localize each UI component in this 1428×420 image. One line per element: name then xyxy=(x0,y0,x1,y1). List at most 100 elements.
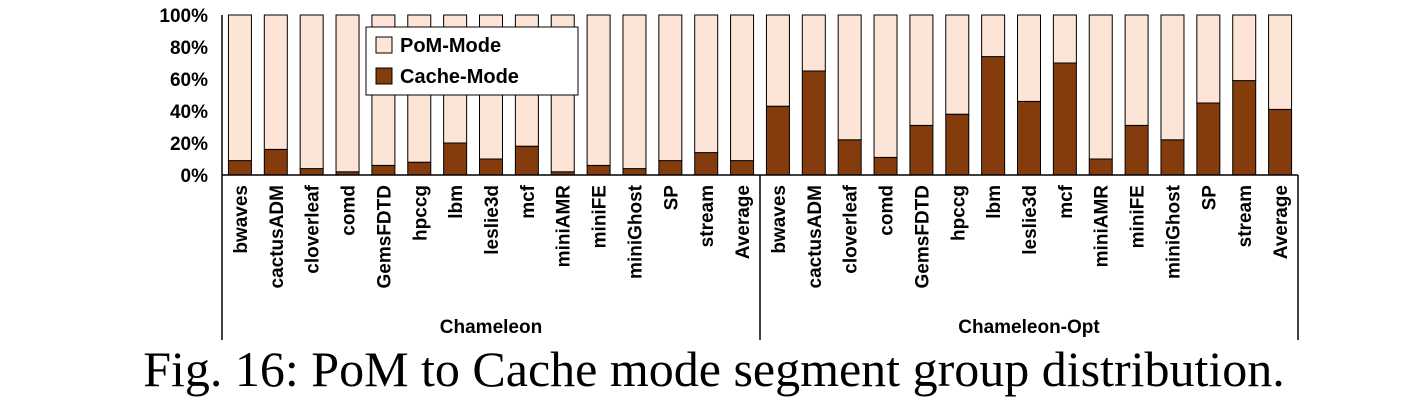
bar-pom-mode xyxy=(765,14,790,107)
y-tick-label: 20% xyxy=(170,134,208,155)
bar-pom-mode xyxy=(263,14,288,150)
x-tick-label: mcf xyxy=(1056,184,1077,218)
x-tick-label: miniFE xyxy=(1128,185,1149,248)
bar-cache-mode xyxy=(1160,139,1185,176)
bar-cache-mode xyxy=(1088,158,1113,176)
bar-cache-mode xyxy=(1196,102,1221,176)
x-tick-label: leslie3d xyxy=(1020,185,1041,255)
bar-pom-mode xyxy=(586,14,611,166)
bar-cache-mode xyxy=(801,70,826,176)
bars xyxy=(227,14,1293,176)
x-tick-label: hpccg xyxy=(410,185,431,241)
bar-cache-mode xyxy=(299,168,324,176)
figure-caption: Fig. 16: PoM to Cache mode segment group… xyxy=(143,341,1285,397)
bar-pom-mode xyxy=(622,14,647,170)
bar-pom-mode xyxy=(801,14,826,72)
bar-cache-mode xyxy=(227,160,252,176)
bar-cache-mode xyxy=(1232,80,1257,176)
legend-swatch-pom-mode xyxy=(375,36,393,54)
bar-cache-mode xyxy=(658,160,683,176)
x-tick-label: Average xyxy=(733,185,754,259)
bar-pom-mode xyxy=(335,14,360,173)
bar-pom-mode xyxy=(945,14,970,115)
bar-pom-mode xyxy=(730,14,755,162)
x-tick-label: miniGhost xyxy=(625,184,646,279)
group-label: Chameleon-Opt xyxy=(958,317,1100,338)
bar-cache-mode xyxy=(981,56,1006,176)
y-axis: 0% 20% 40% 60% 80% 100% xyxy=(159,6,223,187)
legend-box xyxy=(365,26,579,96)
bar-cache-mode xyxy=(479,158,504,176)
stacked-bar-chart: 0% 20% 40% 60% 80% 100% bwaves cactusADM clover… xyxy=(159,6,1299,340)
bar-cache-mode xyxy=(443,142,468,176)
bar-cache-mode xyxy=(514,145,539,176)
bar-cache-mode xyxy=(586,164,611,176)
x-tick-label: SP xyxy=(1199,185,1220,211)
bar-pom-mode xyxy=(1232,14,1257,82)
x-tick-label: miniGhost xyxy=(1163,184,1184,279)
legend-label-pom-mode: PoM-Mode xyxy=(400,35,501,57)
x-tick-label: GemsFDTD xyxy=(374,185,395,288)
x-tick-label: lbm xyxy=(984,185,1005,219)
bar-cache-mode xyxy=(909,124,934,176)
bar-cache-mode xyxy=(730,160,755,176)
x-tick-label: cactusADM xyxy=(805,185,826,288)
x-tick-label: cloverleaf xyxy=(303,184,324,273)
bar-pom-mode xyxy=(981,14,1006,58)
x-tick-label: comd xyxy=(877,185,898,236)
x-tick-label: bwaves xyxy=(769,185,790,254)
bar-cache-mode xyxy=(1052,62,1077,176)
bar-cache-mode xyxy=(694,152,719,176)
bar-pom-mode xyxy=(1088,14,1113,160)
bar-pom-mode xyxy=(873,14,898,158)
bar-cache-mode xyxy=(945,113,970,176)
bar-pom-mode xyxy=(694,14,719,154)
bar-cache-mode xyxy=(622,168,647,176)
x-tick-label: stream xyxy=(1235,185,1256,247)
bar-pom-mode xyxy=(299,14,324,170)
x-tick-label: GemsFDTD xyxy=(912,185,933,288)
bar-pom-mode xyxy=(1017,14,1042,102)
bar-pom-mode xyxy=(1268,14,1293,110)
bar-pom-mode xyxy=(227,14,252,162)
x-tick-label: miniFE xyxy=(590,185,611,248)
bar-cache-mode xyxy=(1268,108,1293,176)
bar-pom-mode xyxy=(1124,14,1149,126)
bar-pom-mode xyxy=(658,14,683,162)
y-tick-label: 80% xyxy=(170,38,208,59)
bar-pom-mode xyxy=(1052,14,1077,64)
x-tick-label: cloverleaf xyxy=(841,184,862,273)
x-axis: bwaves cactusADM cloverleaf comd GemsFDTD hpc… xyxy=(221,174,1299,340)
legend-label-cache-mode: Cache-Mode xyxy=(400,66,519,88)
x-tick-label: lbm xyxy=(446,185,467,219)
x-tick-label: cactusADM xyxy=(267,185,288,288)
bar-cache-mode xyxy=(371,164,396,176)
bar-cache-mode xyxy=(765,105,790,176)
x-tick-label: miniAMR xyxy=(1092,185,1113,268)
y-tick-label: 60% xyxy=(170,70,208,91)
bar-pom-mode xyxy=(1160,14,1185,141)
legend: PoM-Mode Cache-Mode xyxy=(365,26,579,96)
bar-cache-mode xyxy=(873,156,898,176)
legend-swatch-cache-mode xyxy=(375,67,393,85)
x-tick-label: comd xyxy=(339,185,360,236)
bar-cache-mode xyxy=(1124,124,1149,176)
y-tick-label: 40% xyxy=(170,102,208,123)
bar-pom-mode xyxy=(909,14,934,126)
x-tick-label: Average xyxy=(1271,185,1292,259)
x-tick-label: stream xyxy=(697,185,718,247)
x-tick-label: bwaves xyxy=(231,185,252,254)
x-tick-label: leslie3d xyxy=(482,185,503,255)
bar-cache-mode xyxy=(1017,100,1042,176)
x-tick-label: mcf xyxy=(518,184,539,218)
y-tick-label: 100% xyxy=(159,6,208,27)
bar-pom-mode xyxy=(837,14,862,141)
bar-cache-mode xyxy=(263,148,288,176)
group-label: Chameleon xyxy=(440,317,542,338)
bar-cache-mode xyxy=(407,161,432,176)
x-tick-label: SP xyxy=(661,185,682,211)
bar-cache-mode xyxy=(837,139,862,176)
bar-pom-mode xyxy=(1196,14,1221,104)
x-tick-label: miniAMR xyxy=(554,185,575,268)
y-tick-label: 0% xyxy=(181,166,209,187)
